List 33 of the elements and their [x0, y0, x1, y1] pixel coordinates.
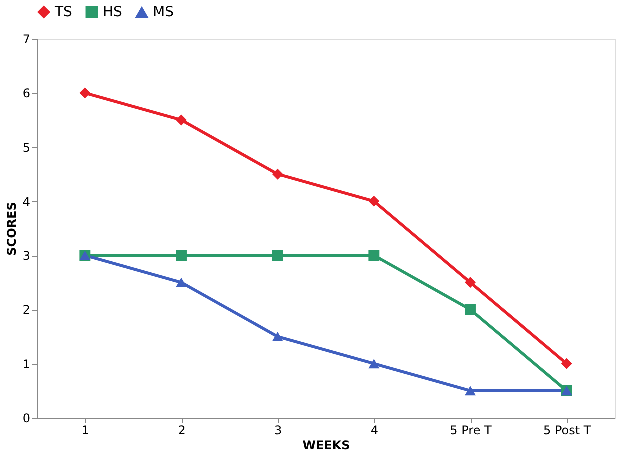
legend-label: TS — [54, 4, 73, 20]
point — [368, 250, 380, 262]
y-tick-label: 1 — [22, 357, 30, 372]
x-tick-label: 3 — [274, 424, 282, 438]
x-tick-label: 4 — [370, 424, 378, 438]
point — [465, 386, 476, 396]
y-tick-label: 2 — [22, 303, 30, 318]
point — [368, 359, 380, 369]
y-tick-label: 5 — [22, 140, 30, 155]
y-tick-label: 4 — [22, 194, 30, 209]
y-axis-title: SCORES — [4, 202, 19, 256]
x-tick-label: 2 — [178, 424, 186, 438]
x-tick-label: 5 Pre T — [450, 424, 493, 438]
legend-label: HS — [103, 4, 123, 20]
y-tick-label: 7 — [22, 32, 30, 46]
point — [80, 88, 91, 99]
point — [561, 358, 572, 370]
point — [465, 304, 476, 316]
legend-label: MS — [153, 4, 174, 21]
point — [176, 250, 187, 262]
x-axis-title: WEEKS — [302, 438, 350, 452]
y-tick-label: 6 — [22, 86, 30, 101]
y-tick-label: 0 — [22, 412, 30, 426]
point — [465, 277, 476, 288]
x-tick-label: 1 — [82, 424, 90, 438]
y-tick-label: 3 — [22, 249, 30, 264]
point — [272, 332, 284, 342]
point — [272, 168, 284, 180]
point — [176, 114, 187, 126]
x-tick-label: 5 Post T — [543, 424, 592, 438]
point — [272, 250, 284, 262]
point — [368, 196, 380, 207]
point — [176, 278, 187, 288]
